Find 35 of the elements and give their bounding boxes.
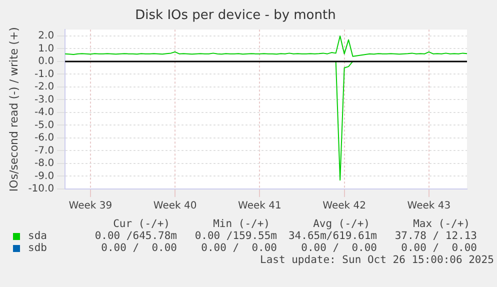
text: Max (-/+) — [412, 218, 470, 230]
text: 0.00 /645.78m — [94, 230, 177, 242]
text: Cur (-/+) — [112, 218, 170, 230]
text: 34.65m/619.61m — [287, 230, 377, 242]
y-tick-label: 2.0 — [38, 30, 54, 42]
x-tick-label: Week 42 — [322, 200, 366, 212]
x-tick-label: Week 39 — [68, 200, 112, 212]
x-tick-label: Week 41 — [238, 200, 282, 212]
y-tick-label: 1.0 — [38, 43, 54, 54]
text: Avg (-/+) — [312, 218, 370, 230]
y-tick-label: -4.0 — [34, 107, 54, 118]
y-tick-label: -1.0 — [34, 68, 54, 80]
y-tick-label: -2.0 — [34, 82, 54, 93]
text: Min (-/+) — [212, 218, 270, 230]
y-tick-label: -5.0 — [34, 120, 54, 131]
y-tick-label: -8.0 — [34, 158, 54, 170]
text: 0.00 / 0.00 — [100, 242, 177, 254]
y-tick-label: 0.0 — [38, 56, 54, 68]
text: 37.78 / 12.13 — [394, 230, 477, 242]
y-tick-label: -10.0 — [28, 184, 54, 195]
legend-label: sdb — [28, 242, 48, 254]
text: 0.00 / 0.00 — [200, 242, 277, 254]
text: Last update: Sun Oct 26 15:00:06 2025 — [259, 254, 494, 266]
y-tick-label: -3.0 — [34, 94, 54, 106]
chart-title: Disk IOs per device - by month — [135, 8, 336, 24]
y-tick-label: -7.0 — [34, 145, 54, 156]
x-tick-label: Week 43 — [407, 200, 451, 212]
text: 0.00 / 0.00 — [400, 242, 477, 254]
y-tick-label: -6.0 — [34, 132, 54, 144]
y-axis-title: IOs/second read (-) / write (+) — [7, 27, 20, 192]
text: 0.00 / 0.00 — [300, 242, 377, 254]
legend-label: sda — [28, 230, 48, 242]
text: 0.00 /159.55m — [194, 230, 277, 242]
x-tick-label: Week 40 — [153, 200, 197, 212]
y-tick-label: -9.0 — [34, 170, 54, 182]
